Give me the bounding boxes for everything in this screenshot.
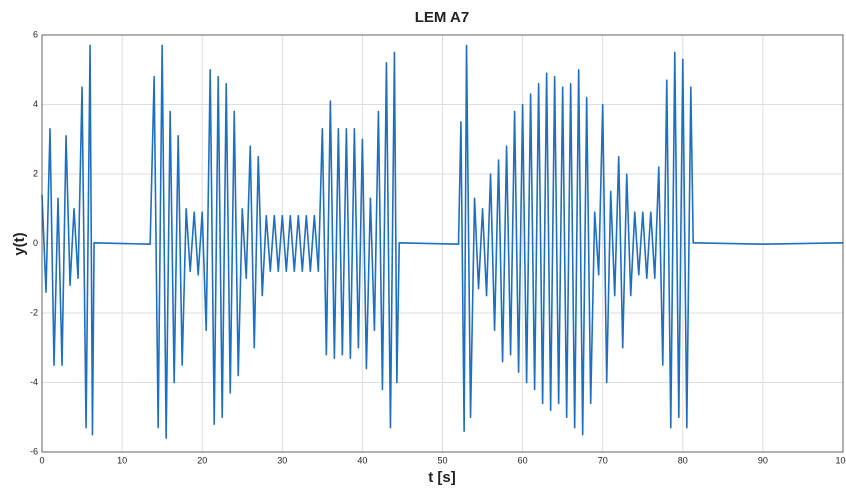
y-tick-label: 4: [33, 99, 38, 109]
signal-line: [41, 44, 844, 439]
y-tick-label: -6: [30, 446, 38, 456]
x-tick-label: 60: [518, 455, 528, 465]
x-tick-label: 20: [197, 455, 207, 465]
y-tick-label: 0: [33, 238, 38, 248]
x-tick-label: 30: [277, 455, 287, 465]
y-tick-label: -2: [30, 307, 38, 317]
x-tick-label: 10: [117, 455, 127, 465]
y-tick-label: 2: [33, 168, 38, 178]
x-tick-label: 100: [835, 455, 846, 465]
x-tick-label: 50: [437, 455, 447, 465]
x-tick-label: 0: [39, 455, 44, 465]
x-tick-label: 70: [598, 455, 608, 465]
x-tick-label: 80: [678, 455, 688, 465]
y-axis-label: y(t): [11, 232, 28, 255]
y-tick-label: 6: [33, 29, 38, 39]
chart-title: LEM A7: [415, 9, 469, 26]
plot-border: [41, 34, 844, 453]
x-tick-label: 40: [357, 455, 367, 465]
x-axis-label: t [s]: [428, 469, 456, 486]
x-tick-label: 90: [758, 455, 768, 465]
y-tick-label: -4: [30, 377, 38, 387]
